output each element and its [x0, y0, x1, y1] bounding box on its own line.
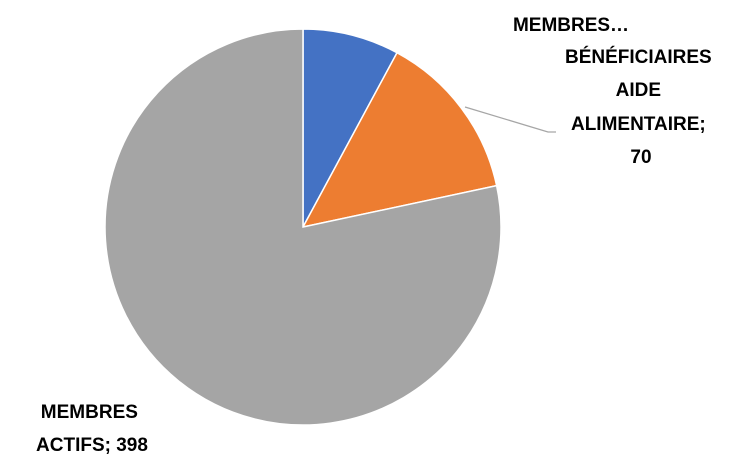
data-label-1-line-1: AIDE [616, 80, 661, 101]
pie-slice-0 [302, 28, 399, 228]
data-label-0: MEMBRES… [513, 15, 629, 36]
data-label-1-line-2: ALIMENTAIRE; [571, 114, 706, 135]
data-label-1-line-0: BÉNÉFICIAIRES [565, 46, 712, 68]
data-label-2: MEMBRES ACTIFS; 398 [36, 402, 148, 456]
data-label-0-line-0: MEMBRES… [513, 15, 629, 36]
pie-slice-1 [301, 51, 498, 229]
data-label-2-line-0: MEMBRES [41, 402, 138, 423]
data-labels: MEMBRES… BÉNÉFICIAIRES AIDE ALIMENTAIRE;… [36, 15, 717, 456]
pie-slices [104, 28, 502, 426]
data-label-1: BÉNÉFICIAIRES AIDE ALIMENTAIRE; 70 [565, 46, 717, 168]
leader-line [464, 106, 556, 133]
data-label-1-line-3: 70 [630, 147, 651, 168]
data-label-2-line-1: ACTIFS; 398 [36, 435, 148, 456]
pie-slice-2 [104, 28, 502, 426]
